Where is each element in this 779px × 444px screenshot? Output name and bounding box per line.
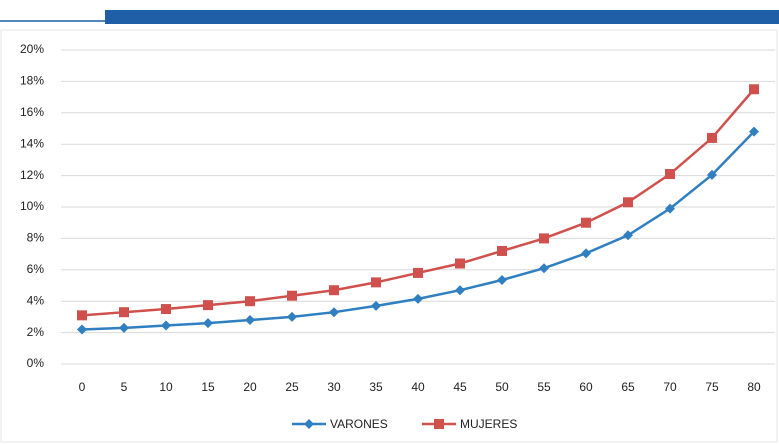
series-line bbox=[81, 88, 755, 317]
data-point bbox=[371, 300, 381, 311]
data-point bbox=[539, 263, 549, 274]
data-point bbox=[455, 258, 465, 269]
data-point bbox=[665, 169, 675, 180]
data-point bbox=[119, 322, 129, 333]
x-tick-label: 20 bbox=[243, 380, 257, 394]
header-bar bbox=[105, 10, 779, 24]
y-tick-label: 6% bbox=[27, 262, 45, 276]
data-point bbox=[707, 169, 717, 180]
x-tick-label: 70 bbox=[663, 380, 677, 394]
x-tick-label: 0 bbox=[79, 380, 86, 394]
data-point bbox=[581, 248, 591, 259]
data-point bbox=[623, 230, 633, 241]
x-tick-label: 5 bbox=[121, 380, 128, 394]
data-point bbox=[497, 275, 507, 286]
y-tick-label: 16% bbox=[20, 105, 44, 119]
x-tick-label: 60 bbox=[579, 380, 593, 394]
chart-frame bbox=[0, 29, 778, 443]
data-point bbox=[161, 320, 171, 331]
data-point bbox=[329, 307, 339, 318]
y-tick-label: 2% bbox=[27, 325, 45, 339]
data-point bbox=[413, 293, 423, 304]
data-point bbox=[161, 304, 171, 315]
y-tick-label: 14% bbox=[20, 136, 44, 150]
y-tick-label: 0% bbox=[27, 356, 45, 370]
legend-label: VARONES bbox=[330, 417, 388, 431]
y-tick-label: 4% bbox=[27, 293, 45, 307]
data-point bbox=[455, 285, 465, 296]
x-tick-label: 45 bbox=[453, 380, 467, 394]
y-tick-label: 12% bbox=[20, 168, 44, 182]
x-tick-label: 65 bbox=[621, 380, 635, 394]
data-point bbox=[245, 315, 255, 326]
y-tick-label: 8% bbox=[27, 231, 45, 245]
data-point bbox=[329, 285, 339, 296]
data-point bbox=[287, 290, 297, 301]
data-point bbox=[413, 267, 423, 278]
data-point bbox=[581, 217, 591, 228]
data-point bbox=[203, 300, 213, 311]
data-point bbox=[371, 277, 381, 288]
data-point bbox=[119, 307, 129, 318]
x-tick-label: 10 bbox=[159, 380, 173, 394]
data-point bbox=[77, 310, 87, 321]
data-point bbox=[245, 296, 255, 307]
x-tick-label: 50 bbox=[495, 380, 509, 394]
data-point bbox=[665, 203, 675, 214]
legend-marker bbox=[304, 419, 314, 429]
x-tick-label: 35 bbox=[369, 380, 383, 394]
x-tick-label: 25 bbox=[285, 380, 299, 394]
data-point bbox=[539, 233, 549, 244]
legend-label: MUJERES bbox=[460, 417, 517, 431]
data-point bbox=[203, 318, 213, 329]
data-point bbox=[749, 84, 759, 95]
x-tick-label: 30 bbox=[327, 380, 341, 394]
x-tick-label: 75 bbox=[705, 380, 719, 394]
data-point bbox=[287, 311, 297, 322]
x-tick-label: 15 bbox=[201, 380, 215, 394]
data-point bbox=[623, 197, 633, 208]
data-point bbox=[707, 132, 717, 143]
data-point bbox=[749, 126, 759, 137]
x-tick-label: 55 bbox=[537, 380, 551, 394]
y-tick-label: 18% bbox=[20, 74, 44, 88]
y-tick-label: 10% bbox=[20, 199, 44, 213]
x-tick-label: 40 bbox=[411, 380, 425, 394]
y-tick-label: 20% bbox=[20, 42, 44, 56]
legend-marker bbox=[434, 419, 444, 429]
data-point bbox=[77, 324, 87, 335]
x-tick-label: 80 bbox=[747, 380, 761, 394]
data-point bbox=[497, 245, 507, 256]
